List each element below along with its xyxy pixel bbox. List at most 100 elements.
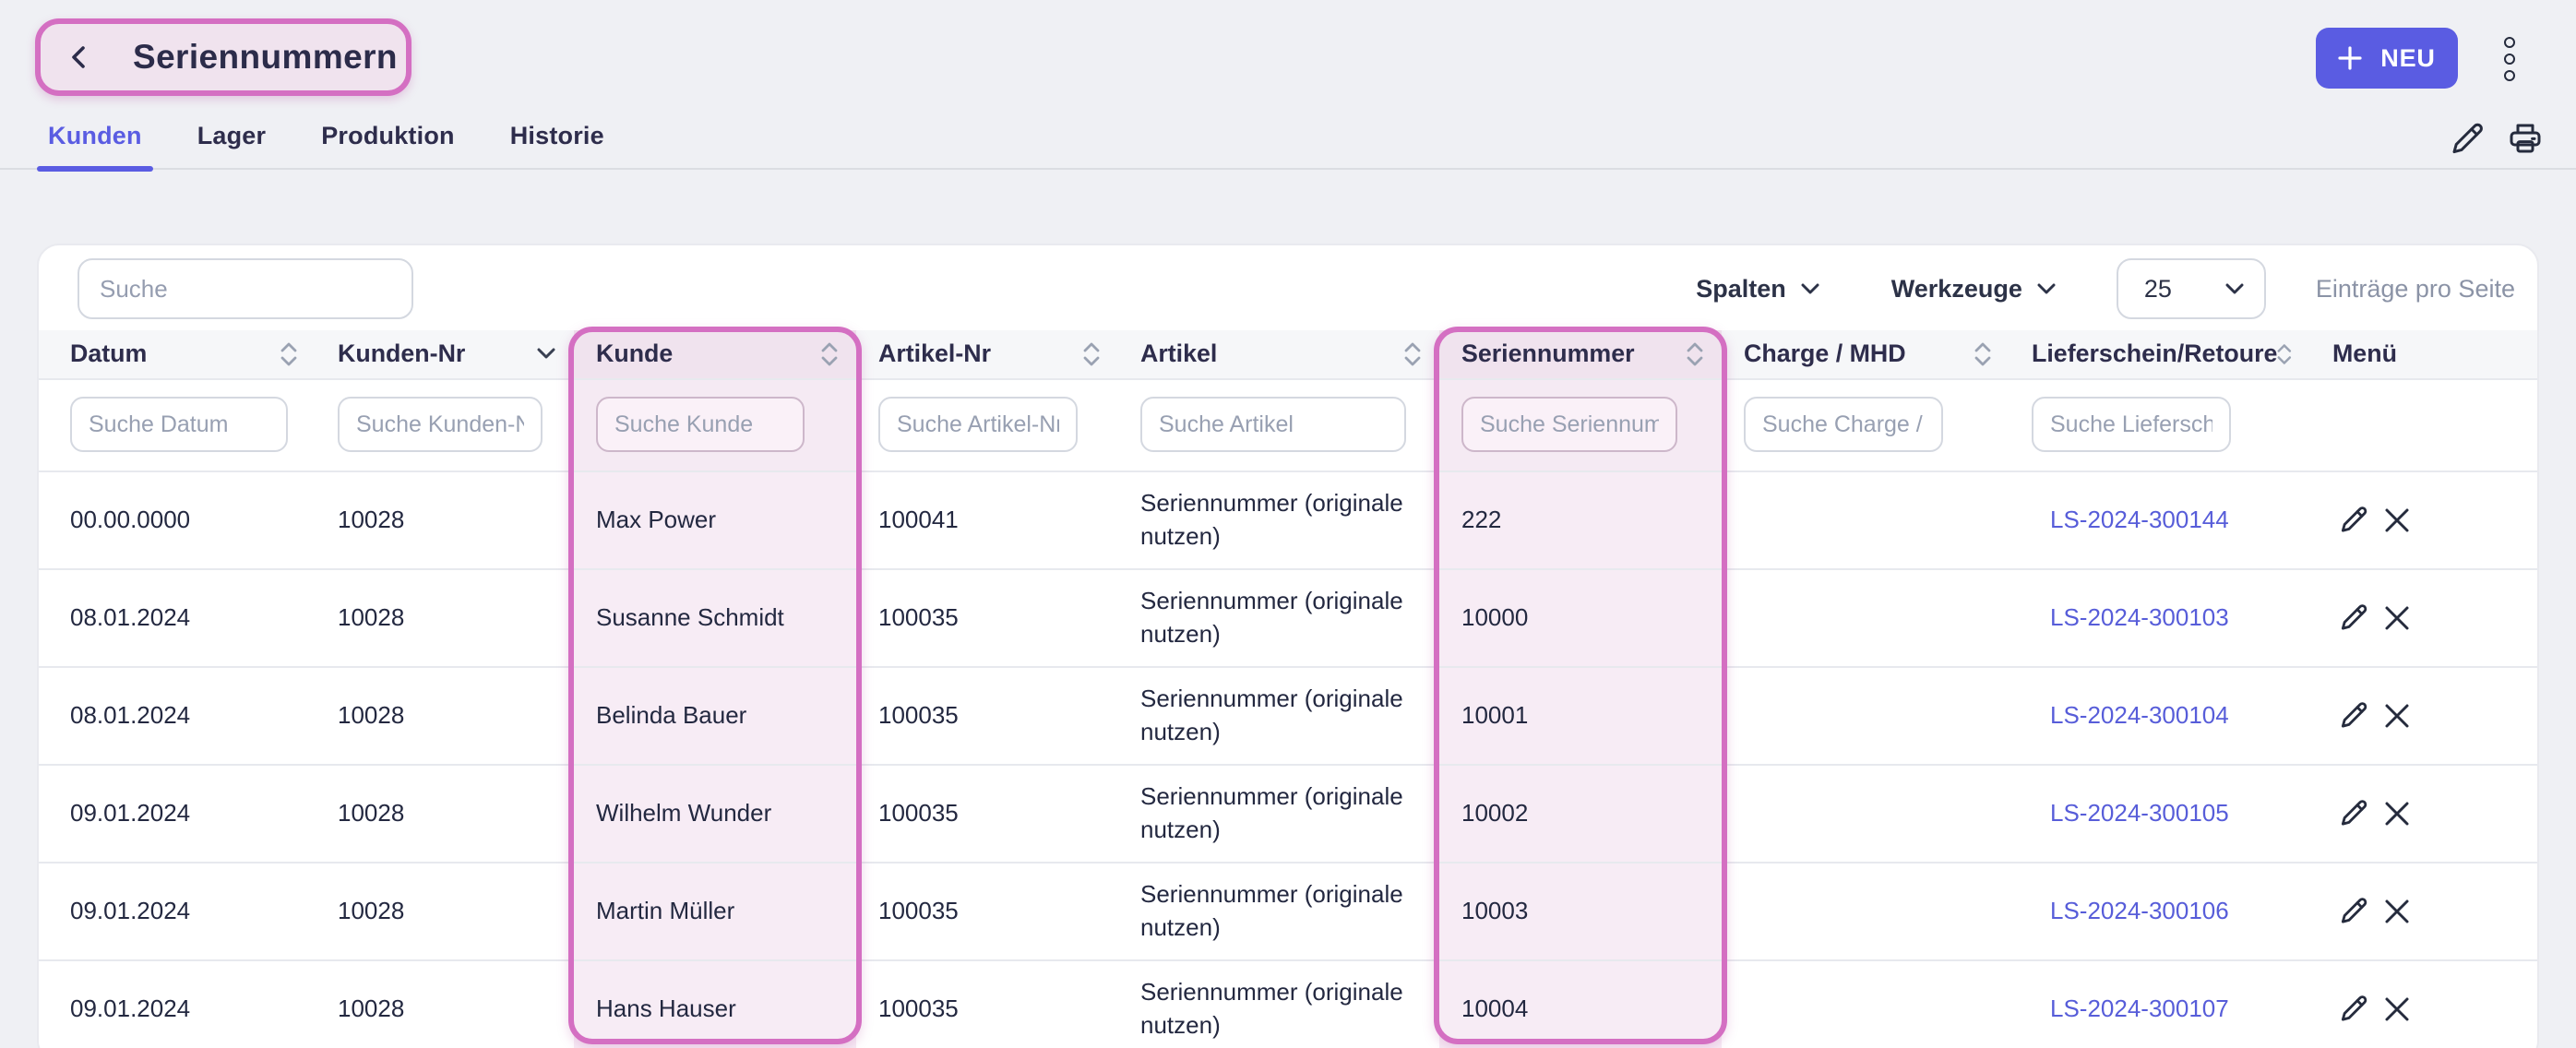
cell-seriennummer: 222 — [1439, 470, 1722, 569]
filter-lieferschein-input[interactable] — [2032, 397, 2231, 452]
filter-artikel-input[interactable] — [1140, 397, 1406, 452]
row-delete-button[interactable] — [2384, 995, 2410, 1021]
column-header-artikel-nr[interactable]: Artikel-Nr — [856, 330, 1118, 379]
toolbar-right: Spalten Werkzeuge 25 Einträge pro Seite — [1685, 257, 2515, 318]
cell-datum: 08.01.2024 — [39, 568, 316, 667]
cell-artikel: Seriennummer (originale nutzen) — [1118, 764, 1439, 863]
top-actions: NEU — [2316, 28, 2521, 89]
cell-datum: 08.01.2024 — [39, 666, 316, 765]
cell-artikel-nr: 100035 — [856, 764, 1118, 863]
lieferschein-link[interactable]: LS-2024-300105 — [2050, 798, 2229, 826]
cell-datum: 00.00.0000 — [39, 470, 316, 569]
lieferschein-link[interactable]: LS-2024-300107 — [2050, 994, 2229, 1021]
lieferschein-link[interactable]: LS-2024-300103 — [2050, 602, 2229, 630]
lieferschein-link[interactable]: LS-2024-300106 — [2050, 896, 2229, 923]
cell-charge — [1722, 568, 2010, 667]
row-delete-button[interactable] — [2384, 506, 2410, 532]
cell-kunde: Max Power — [574, 470, 856, 569]
cell-artikel-nr: 100035 — [856, 959, 1118, 1048]
plus-icon — [2338, 46, 2362, 70]
cell-kunden-nr: 10028 — [316, 959, 574, 1048]
cell-artikel: Seriennummer (originale nutzen) — [1118, 666, 1439, 765]
row-edit-button[interactable] — [2340, 994, 2367, 1022]
column-header-seriennummer[interactable]: Seriennummer — [1439, 330, 1722, 379]
cell-charge — [1722, 470, 2010, 569]
row-edit-button[interactable] — [2340, 603, 2367, 631]
row-delete-button[interactable] — [2384, 898, 2410, 923]
x-icon — [2385, 801, 2409, 825]
table-row: 09.01.2024 10028 Martin Müller 100035 Se… — [39, 862, 2537, 960]
filter-kunde-input[interactable] — [596, 397, 805, 452]
cell-artikel-nr: 100035 — [856, 862, 1118, 960]
edit-button[interactable] — [2451, 122, 2484, 155]
column-header-menu: Menü — [2310, 330, 2537, 379]
column-header-kunde[interactable]: Kunde — [574, 330, 856, 379]
cell-seriennummer: 10003 — [1439, 862, 1722, 960]
sort-icon — [1687, 342, 1703, 365]
new-button[interactable]: NEU — [2316, 28, 2458, 89]
pencil-icon — [2341, 506, 2367, 532]
filter-seriennummer-input[interactable] — [1461, 397, 1677, 452]
row-edit-button[interactable] — [2340, 506, 2367, 533]
pencil-icon — [2341, 800, 2367, 826]
serial-numbers-table: Datum Kunden-Nr Kunde Artikel-Nr Artikel… — [39, 330, 2537, 1048]
tools-dropdown[interactable]: Werkzeuge — [1880, 272, 2067, 304]
cell-kunde: Hans Hauser — [574, 959, 856, 1048]
filter-artikel-nr-input[interactable] — [878, 397, 1078, 452]
back-button[interactable] — [65, 41, 92, 74]
page-size-select[interactable]: 25 — [2116, 257, 2266, 318]
kebab-menu-button[interactable] — [2498, 30, 2521, 86]
cell-kunden-nr: 10028 — [316, 470, 574, 569]
row-edit-button[interactable] — [2340, 897, 2367, 924]
columns-dropdown[interactable]: Spalten — [1685, 272, 1831, 304]
print-button[interactable] — [2508, 122, 2543, 155]
filter-kunden-nr-input[interactable] — [338, 397, 543, 452]
search-input[interactable] — [78, 257, 413, 318]
tab-produktion[interactable]: Produktion — [321, 122, 455, 149]
chevron-down-icon — [1801, 282, 1819, 293]
cell-datum: 09.01.2024 — [39, 862, 316, 960]
column-header-artikel[interactable]: Artikel — [1118, 330, 1439, 379]
sort-icon — [1083, 342, 1100, 365]
filter-datum-input[interactable] — [70, 397, 288, 452]
x-icon — [2385, 899, 2409, 923]
printer-icon — [2510, 124, 2541, 153]
cell-charge — [1722, 764, 2010, 863]
table-header-row: Datum Kunden-Nr Kunde Artikel-Nr Artikel… — [39, 330, 2537, 379]
table-row: 00.00.0000 10028 Max Power 100041 Serien… — [39, 470, 2537, 569]
row-delete-button[interactable] — [2384, 702, 2410, 728]
cell-kunden-nr: 10028 — [316, 568, 574, 667]
lieferschein-link[interactable]: LS-2024-300104 — [2050, 700, 2229, 728]
table-row: 09.01.2024 10028 Wilhelm Wunder 100035 S… — [39, 764, 2537, 863]
table-row: 08.01.2024 10028 Susanne Schmidt 100035 … — [39, 568, 2537, 667]
column-header-kunden-nr[interactable]: Kunden-Nr — [316, 330, 574, 379]
row-delete-button[interactable] — [2384, 800, 2410, 826]
tab-lager[interactable]: Lager — [197, 122, 267, 149]
cell-charge — [1722, 959, 2010, 1048]
x-icon — [2385, 703, 2409, 727]
row-edit-button[interactable] — [2340, 799, 2367, 827]
chevron-down-icon — [2225, 282, 2244, 293]
lieferschein-link[interactable]: LS-2024-300144 — [2050, 505, 2229, 532]
cell-kunden-nr: 10028 — [316, 666, 574, 765]
x-icon — [2385, 996, 2409, 1020]
cell-artikel: Seriennummer (originale nutzen) — [1118, 862, 1439, 960]
sort-icon — [1404, 342, 1421, 365]
row-edit-button[interactable] — [2340, 701, 2367, 729]
column-header-datum[interactable]: Datum — [39, 330, 316, 379]
row-delete-button[interactable] — [2384, 604, 2410, 630]
tab-kunden[interactable]: Kunden — [37, 122, 153, 172]
filter-charge-input[interactable] — [1744, 397, 1943, 452]
cell-artikel: Seriennummer (originale nutzen) — [1118, 470, 1439, 569]
x-icon — [2385, 605, 2409, 629]
cell-datum: 09.01.2024 — [39, 959, 316, 1048]
tab-historie[interactable]: Historie — [509, 122, 604, 149]
sort-icon — [2277, 343, 2292, 364]
cell-kunden-nr: 10028 — [316, 764, 574, 863]
column-header-lieferschein[interactable]: Lieferschein/Retoure — [2010, 330, 2310, 379]
pencil-icon — [2341, 898, 2367, 923]
entries-per-page-label: Einträge pro Seite — [2315, 274, 2515, 302]
column-header-charge-mhd[interactable]: Charge / MHD — [1722, 330, 2010, 379]
columns-dropdown-label: Spalten — [1696, 274, 1786, 302]
cell-seriennummer: 10002 — [1439, 764, 1722, 863]
